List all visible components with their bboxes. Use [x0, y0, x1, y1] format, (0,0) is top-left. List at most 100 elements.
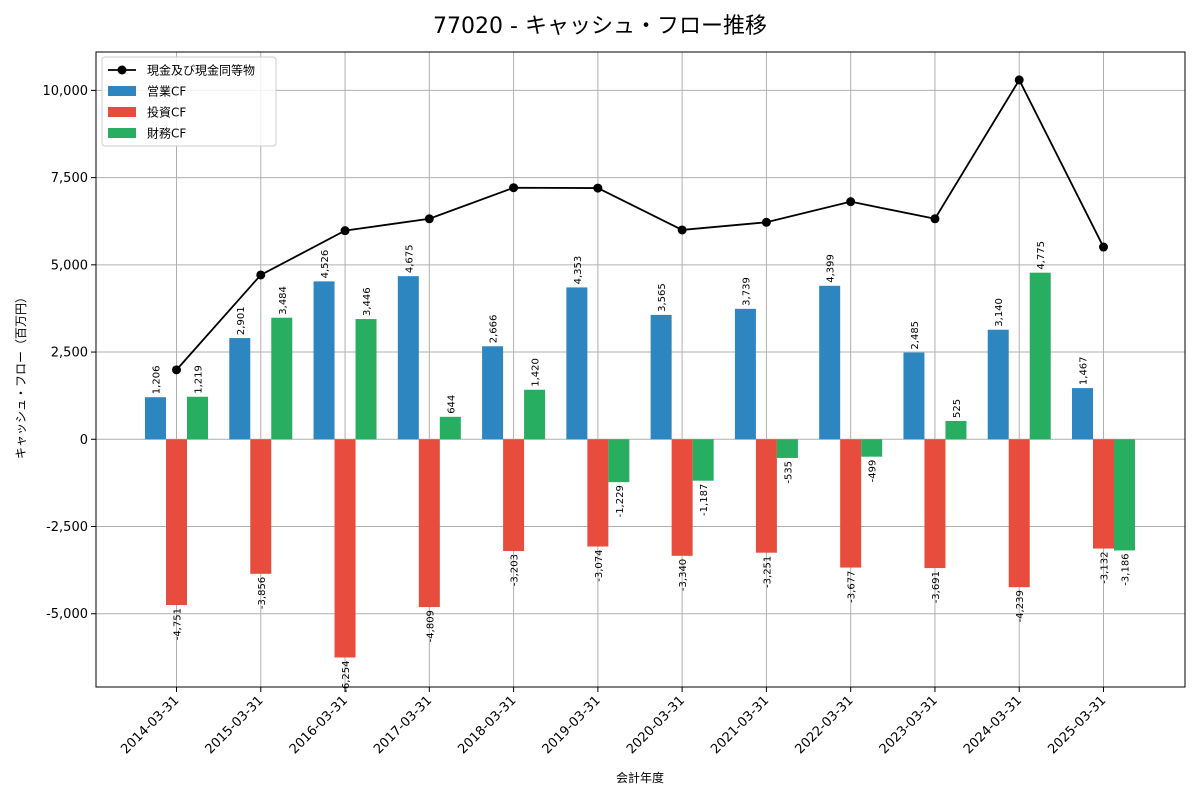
legend-marker: [117, 65, 127, 75]
legend-label: 財務CF: [147, 126, 186, 141]
bar-財務CF: [1114, 439, 1135, 551]
bar-value-label: -1,187: [699, 484, 710, 516]
legend-label: 現金及び現金同等物: [147, 63, 255, 78]
chart-title: 77020 - キャッシュ・フロー推移: [433, 14, 767, 39]
bar-営業CF: [650, 314, 672, 440]
y-tick-label: 5,000: [51, 258, 88, 273]
bar-value-label: -6,254: [341, 660, 352, 692]
grid-lines: [96, 52, 1185, 687]
bar-value-label: 1,219: [194, 365, 205, 394]
legend-swatch: [108, 86, 136, 96]
bar-財務CF: [355, 319, 377, 440]
bar-投資CF: [924, 439, 946, 569]
cash-point: [172, 365, 181, 375]
cash-point: [1099, 242, 1108, 252]
bar-営業CF: [145, 397, 166, 440]
bar-財務CF: [524, 389, 546, 440]
bar-投資CF: [840, 439, 862, 568]
bar-財務CF: [271, 317, 293, 440]
bar-value-label: 4,399: [826, 254, 837, 283]
bar-value-label: 4,353: [573, 256, 584, 285]
y-axis-label: キャッシュ・フロー（百万円）: [14, 291, 28, 459]
x-tick-label: 2018-03-31: [455, 693, 519, 757]
bar-value-label: -1,229: [615, 485, 626, 517]
cash-point: [761, 217, 771, 227]
bar-value-label: 644: [446, 395, 457, 414]
x-tick-label: 2024-03-31: [961, 693, 1025, 757]
y-tick-label: 10,000: [43, 84, 89, 99]
bar-value-label: -3,856: [257, 577, 268, 609]
bar-value-label: -535: [783, 461, 794, 484]
x-tick-label: 2015-03-31: [203, 693, 267, 757]
bar-value-label: 2,901: [236, 306, 247, 335]
bar-営業CF: [482, 346, 504, 440]
bar-value-label: 3,739: [741, 277, 752, 306]
bar-財務CF: [945, 420, 967, 440]
bar-value-label: 525: [952, 399, 963, 418]
bar-営業CF: [1072, 388, 1093, 440]
bar-営業CF: [313, 281, 335, 440]
bar-value-label: 4,675: [404, 245, 415, 274]
bar-value-label: -3,677: [847, 571, 858, 603]
bar-value-label: -4,809: [425, 610, 436, 642]
y-tick-label: 7,500: [51, 171, 88, 186]
bars: [145, 272, 1135, 658]
bar-投資CF: [671, 439, 693, 556]
bar-営業CF: [987, 329, 1009, 440]
x-tick-label: 2022-03-31: [792, 693, 856, 757]
bar-投資CF: [250, 439, 272, 574]
x-axis-label: 会計年度: [616, 770, 664, 785]
bar-財務CF: [861, 439, 883, 457]
bar-営業CF: [229, 338, 251, 440]
plot-frame: [95, 51, 1186, 688]
axes: -5,000 -2,500 0 2,500 5,000 7,500 10,000 2014-0…: [43, 51, 1186, 757]
bar-value-label: 2,666: [489, 315, 500, 344]
bar-value-label: -3,251: [762, 556, 773, 588]
bar-value-label: -3,186: [1121, 553, 1132, 585]
bar-財務CF: [187, 396, 208, 440]
bar-value-label: 4,775: [1036, 241, 1047, 270]
x-tick-label: 2020-03-31: [624, 693, 688, 757]
bar-value-label: -4,751: [173, 608, 184, 640]
bar-value-label: -3,691: [931, 571, 942, 603]
x-tick-label: 2019-03-31: [540, 693, 604, 757]
y-tick-label: 2,500: [51, 346, 88, 361]
cash-point: [930, 214, 940, 224]
bar-投資CF: [1093, 439, 1114, 549]
cash-point: [1014, 75, 1024, 85]
bar-value-label: -499: [868, 460, 879, 483]
bar-value-label: 2,485: [910, 321, 921, 350]
x-tick-label: 2025-03-31: [1045, 693, 1109, 757]
legend-swatch: [108, 128, 136, 138]
bar-財務CF: [439, 416, 461, 440]
bar-value-label: 3,565: [657, 283, 668, 312]
y-tick-label: -2,500: [46, 520, 88, 535]
cash-point: [677, 225, 687, 235]
cash-point: [509, 183, 519, 193]
cash-point: [256, 270, 266, 280]
legend-label: 営業CF: [147, 85, 186, 99]
legend-box: [101, 56, 277, 147]
bar-value-label: -3,203: [510, 554, 521, 586]
y-tick-label: 0: [80, 433, 88, 448]
cash-equivalents-line: [175, 78, 1105, 371]
cash-point: [340, 226, 350, 236]
bar-投資CF: [503, 439, 525, 552]
bar-投資CF: [1008, 439, 1030, 588]
bar-営業CF: [734, 308, 756, 440]
cash-point: [424, 214, 434, 224]
x-tick-label: 2021-03-31: [708, 693, 772, 757]
x-tick-label: 2017-03-31: [371, 693, 435, 757]
bar-value-label: 1,467: [1079, 356, 1090, 385]
bar-財務CF: [608, 439, 630, 483]
bar-財務CF: [776, 439, 798, 458]
bar-営業CF: [397, 276, 419, 440]
bar-value-label: -4,239: [1015, 590, 1026, 622]
bar-営業CF: [566, 287, 588, 440]
x-tick-label: 2023-03-31: [877, 693, 941, 757]
bar-投資CF: [755, 439, 777, 553]
x-tick-label: 2014-03-31: [118, 693, 182, 757]
bar-営業CF: [819, 285, 841, 440]
